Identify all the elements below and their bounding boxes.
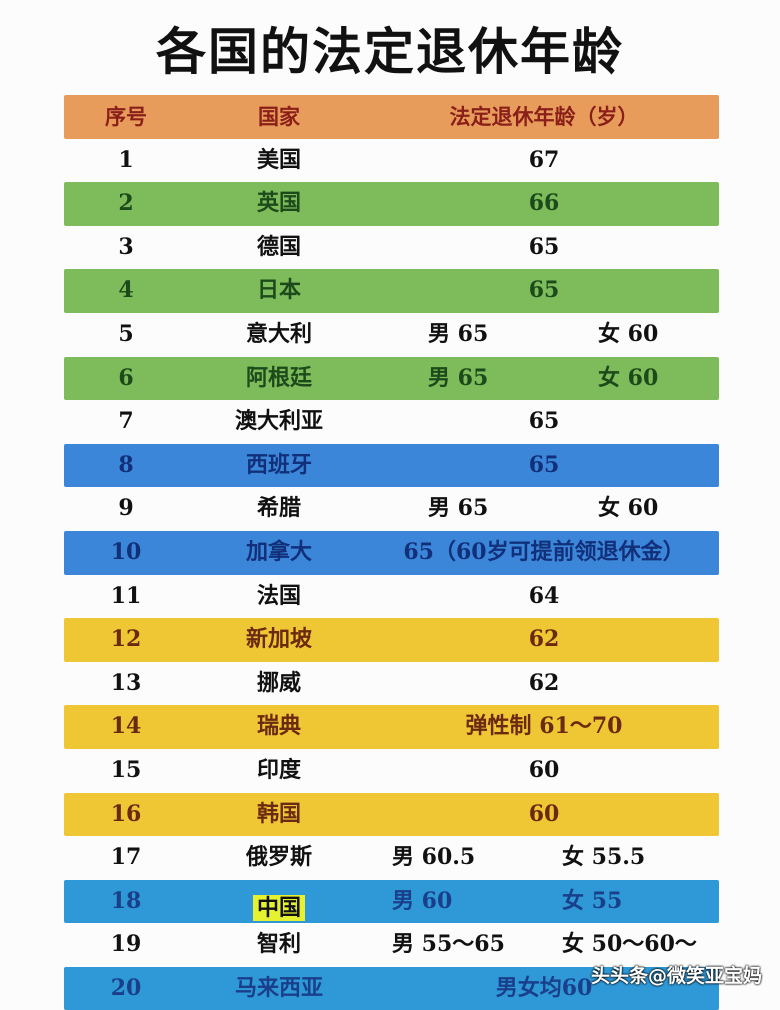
row-age: 弹性制 61～70	[465, 713, 623, 740]
row-age: 64	[528, 582, 560, 609]
row-number: 19	[110, 931, 142, 958]
row-age-male: 男 60.5	[392, 844, 476, 871]
row-country: 瑞典	[256, 713, 301, 740]
table-row: 18 中国 男 60 女 55	[64, 879, 719, 924]
row-age: 65	[528, 408, 560, 435]
table-row: 15 印度 60	[64, 748, 719, 793]
row-country: 新加坡	[245, 626, 312, 653]
row-number: 16	[110, 800, 142, 827]
row-age-female: 女 60	[598, 320, 659, 347]
row-number: 7	[118, 408, 134, 435]
row-age-male: 男 65	[428, 495, 489, 522]
row-number: 9	[118, 495, 134, 522]
row-country: 澳大利亚	[234, 408, 323, 435]
row-age-female: 女 60	[598, 495, 659, 522]
watermark: 头头条@微笑亚宝妈	[590, 965, 762, 987]
row-country: 俄罗斯	[245, 844, 312, 871]
row-country: 希腊	[256, 495, 301, 522]
table-row: 6 阿根廷 男 65 女 60	[64, 356, 719, 401]
row-country: 意大利	[245, 320, 312, 347]
table-header: 序号 国家 法定退休年龄（岁）	[64, 95, 719, 139]
row-age: 62	[528, 669, 560, 696]
row-age: 男女均60	[495, 974, 593, 1001]
table-row: 5 意大利 男 65 女 60	[64, 312, 719, 357]
header-num: 序号	[105, 104, 147, 129]
row-number: 3	[118, 233, 134, 260]
row-country: 西班牙	[245, 451, 312, 478]
row-country: 挪威	[256, 669, 301, 696]
row-number: 4	[118, 277, 134, 304]
row-number: 12	[110, 626, 142, 653]
row-country: 法国	[256, 582, 301, 609]
row-country: 中国	[214, 880, 344, 924]
row-age-male: 男 65	[428, 364, 489, 391]
row-country: 韩国	[256, 800, 301, 827]
table-row: 13 挪威 62	[64, 661, 719, 706]
row-age: 60	[528, 756, 560, 783]
table-row: 8 西班牙 65	[64, 443, 719, 488]
row-age: 62	[528, 626, 560, 653]
table-row: 17 俄罗斯 男 60.5 女 55.5	[64, 836, 719, 880]
row-country: 英国	[256, 190, 301, 217]
row-number: 2	[118, 190, 134, 217]
row-country: 美国	[256, 146, 301, 173]
row-number: 14	[110, 713, 142, 740]
table-row: 7 澳大利亚 65	[64, 400, 719, 444]
row-age-male: 男 65	[428, 320, 489, 347]
page-title: 各国的法定退休年龄	[156, 23, 624, 81]
table-row: 16 韩国 60	[64, 792, 719, 837]
row-age-female: 女 55.5	[562, 844, 646, 871]
row-number: 6	[118, 364, 134, 391]
row-number: 15	[110, 756, 142, 783]
row-number: 10	[110, 538, 142, 565]
row-country: 日本	[256, 277, 301, 304]
row-number: 1	[118, 146, 134, 173]
row-number: 13	[110, 669, 142, 696]
table-row: 1 美国 67	[64, 138, 719, 183]
row-country: 马来西亚	[234, 974, 323, 1001]
header-country: 国家	[258, 104, 300, 129]
row-number: 20	[110, 974, 142, 1001]
row-country: 阿根廷	[245, 364, 312, 391]
row-age: 65	[528, 277, 560, 304]
row-country: 智利	[256, 931, 301, 958]
table-row: 12 新加坡 62	[64, 618, 719, 662]
table-row: 2 英国 66	[64, 182, 719, 226]
table-row: 14 瑞典 弹性制 61～70	[64, 705, 719, 749]
row-country: 加拿大	[245, 538, 312, 565]
row-number: 8	[118, 451, 134, 478]
row-age: 65（60岁可提前领退休金）	[403, 538, 685, 565]
table-row: 4 日本 65	[64, 269, 719, 313]
header-age: 法定退休年龄（岁）	[449, 104, 639, 129]
row-age: 65	[528, 451, 560, 478]
row-age-female: 女 60	[598, 364, 659, 391]
retirement-age-table: 序号 国家 法定退休年龄（岁） 1 美国 67 2 英国 66 3 德国 65 4 日本 65 5 意大利…	[64, 95, 719, 1010]
row-number: 17	[110, 844, 142, 871]
row-number: 5	[118, 320, 134, 347]
row-age-female: 女 55	[562, 887, 623, 914]
row-number: 11	[110, 582, 142, 609]
row-age: 60	[528, 800, 560, 827]
table-row: 10 加拿大 65（60岁可提前领退休金）	[64, 530, 719, 575]
row-age-female: 女 50～60～	[562, 931, 697, 958]
row-country: 德国	[256, 233, 301, 260]
row-country: 印度	[256, 756, 301, 783]
table-row: 19 智利 男 55～65 女 50～60～	[64, 923, 719, 967]
table-row: 9 希腊 男 65 女 60	[64, 487, 719, 531]
row-number: 18	[110, 887, 142, 914]
table-row: 3 德国 65	[64, 225, 719, 270]
row-age: 65	[528, 233, 560, 260]
country-highlight: 中国	[252, 894, 305, 921]
table-row: 20 马来西亚 男女均60	[64, 966, 719, 1010]
row-age: 66	[528, 190, 560, 217]
row-age: 67	[528, 146, 560, 173]
table-row: 11 法国 64	[64, 574, 719, 619]
row-age-male: 男 55～65	[392, 931, 505, 958]
row-age-male: 男 60	[392, 887, 453, 914]
